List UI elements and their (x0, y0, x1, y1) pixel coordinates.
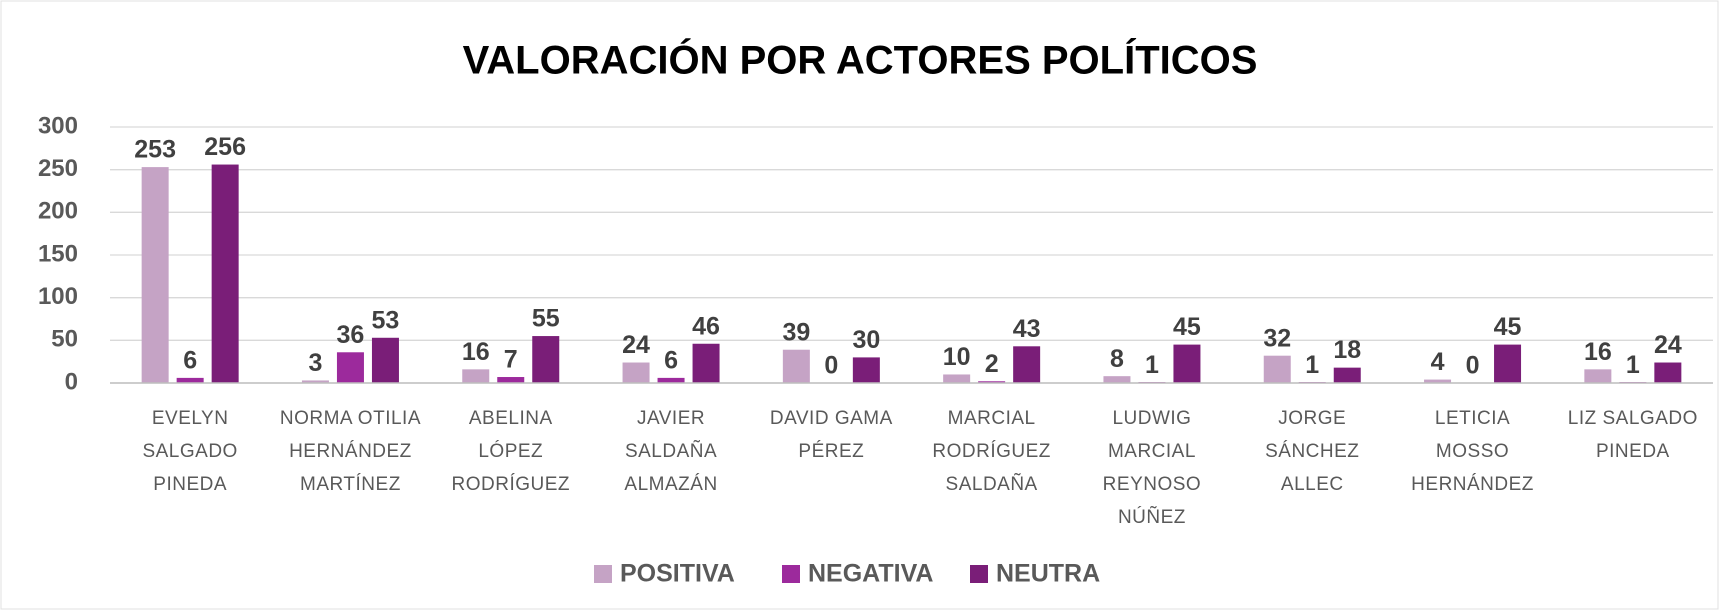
bar (497, 377, 525, 383)
data-label: 16 (462, 338, 490, 366)
legend-swatch (594, 565, 612, 583)
data-label: 32 (1263, 324, 1291, 352)
bar (1013, 346, 1041, 383)
legend-label: POSITIVA (620, 560, 735, 588)
bar (1103, 376, 1131, 383)
legend-swatch (970, 565, 988, 583)
bar (1263, 355, 1291, 383)
bar (176, 377, 204, 383)
bar (1654, 362, 1682, 383)
chart-title: VALORACIÓN POR ACTORES POLÍTICOS (463, 37, 1258, 83)
bar (336, 352, 364, 383)
x-tick-label: LETICIA MOSSO HERNÁNDEZ (1411, 408, 1534, 495)
data-label: 24 (622, 331, 650, 359)
y-tick-label: 300 (38, 112, 78, 139)
data-label: 55 (532, 305, 560, 333)
data-label: 18 (1333, 336, 1361, 364)
x-tick-label: JORGE SÁNCHEZ ALLEC (1265, 408, 1360, 495)
data-label: 256 (204, 133, 246, 161)
data-label: 46 (692, 312, 720, 340)
bar (1173, 344, 1201, 383)
data-label: 36 (337, 321, 365, 349)
bar (1424, 379, 1452, 383)
bar (211, 164, 239, 383)
x-tick-label: EVELYN SALGADO PINEDA (142, 408, 238, 495)
data-label: 43 (1013, 315, 1041, 343)
bar (532, 336, 560, 383)
legend-swatch (782, 565, 800, 583)
data-label: 16 (1584, 338, 1612, 366)
bar (141, 167, 169, 383)
data-label: 253 (134, 136, 176, 164)
x-tick-label: NORMA OTILIA HERNÁNDEZ MARTÍNEZ (279, 408, 421, 495)
x-tick-label: LIZ SALGADO PINEDA (1567, 408, 1698, 462)
data-label: 24 (1654, 331, 1682, 359)
bar (462, 369, 490, 383)
data-label: 45 (1494, 313, 1522, 341)
data-label: 4 (1431, 348, 1445, 376)
bar (301, 380, 329, 383)
y-tick-label: 100 (38, 283, 78, 310)
bar (852, 357, 880, 383)
legend-label: NEUTRA (996, 560, 1100, 588)
x-tick-label: MARCIAL RODRÍGUEZ SALDAÑA (932, 408, 1051, 495)
data-label: 39 (782, 318, 810, 346)
bar (371, 337, 399, 383)
y-tick-label: 250 (38, 155, 78, 182)
y-tick-label: 150 (38, 240, 78, 267)
bar (692, 343, 720, 383)
y-tick-label: 50 (51, 326, 78, 353)
bar (782, 349, 810, 383)
legend-label: NEGATIVA (808, 560, 933, 588)
bar (1333, 367, 1361, 383)
data-label: 7 (504, 346, 518, 374)
y-tick-label: 0 (65, 368, 78, 395)
x-tick-label: LUDWIG MARCIAL REYNOSO NÚÑEZ (1102, 408, 1202, 528)
data-label: 53 (372, 306, 400, 334)
data-label: 8 (1110, 345, 1124, 373)
data-label: 0 (1466, 352, 1480, 380)
data-label: 0 (824, 352, 838, 380)
data-label: 1 (1305, 351, 1319, 379)
data-label: 3 (308, 349, 322, 377)
bar (943, 374, 971, 383)
bar (622, 362, 650, 383)
bar (978, 381, 1006, 383)
data-label: 1 (1626, 351, 1640, 379)
data-label: 10 (943, 343, 971, 371)
data-label: 6 (664, 346, 678, 374)
data-label: 30 (852, 326, 880, 354)
bar (1494, 344, 1522, 383)
x-tick-label: ABELINA LÓPEZ RODRÍGUEZ (451, 408, 570, 495)
data-label: 1 (1145, 351, 1159, 379)
bar (657, 377, 685, 383)
data-label: 45 (1173, 313, 1201, 341)
data-label: 2 (985, 350, 999, 378)
x-tick-label: DAVID GAMA PÉREZ (769, 408, 893, 462)
x-tick-label: JAVIER SALDAÑA ALMAZÁN (624, 408, 718, 495)
data-label: 6 (183, 346, 197, 374)
y-tick-label: 200 (38, 198, 78, 225)
bar (1584, 369, 1612, 383)
